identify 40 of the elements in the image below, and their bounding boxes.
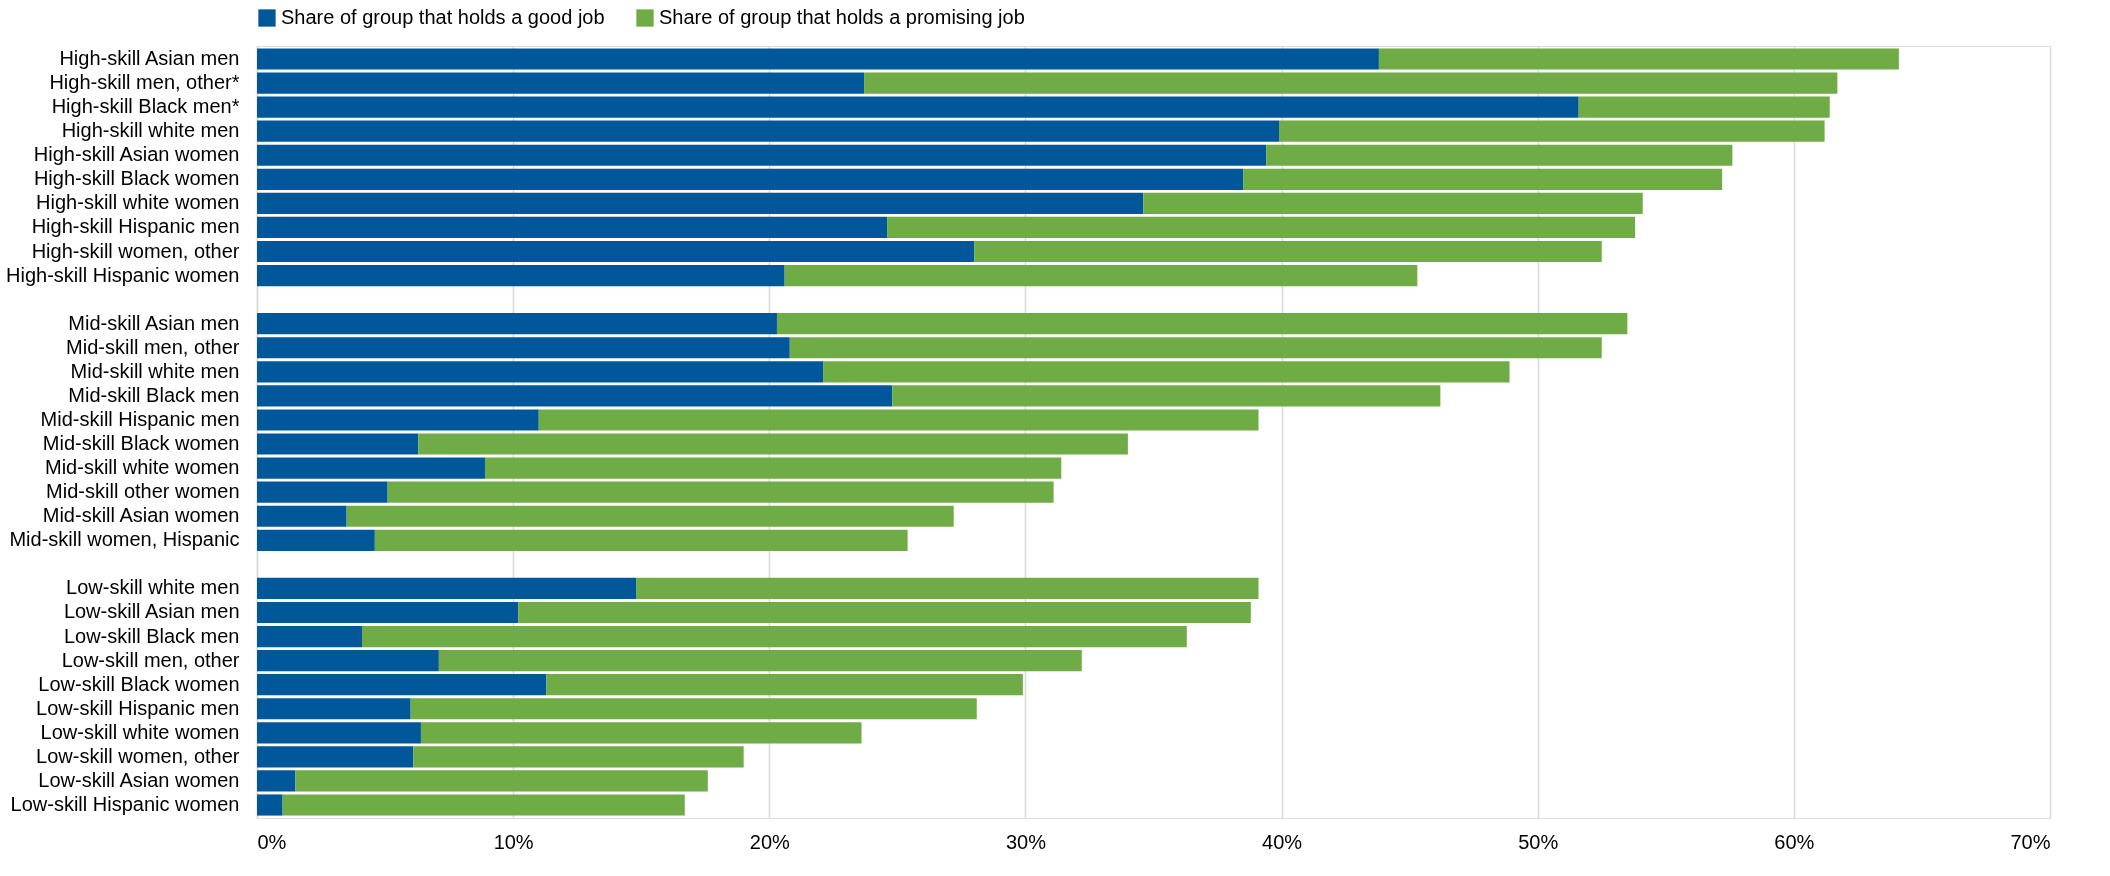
y-tick-label: Mid-skill women, Hispanic (9, 528, 240, 551)
y-tick-label: High-skill white men (61, 119, 240, 142)
y-tick-label: Low-skill Black women (38, 672, 240, 695)
y-tick-label: Low-skill Hispanic men (36, 696, 240, 719)
y-tick-label: Low-skill Hispanic women (10, 793, 240, 816)
y-tick-label: High-skill men, other* (49, 71, 240, 94)
y-tick-label: Mid-skill Asian women (42, 504, 240, 527)
x-tick-label: 0% (257, 830, 287, 853)
y-tick-label: High-skill Black women (33, 167, 240, 190)
y-tick-label: Low-skill white women (40, 720, 240, 743)
x-tick-label: 20% (749, 830, 791, 853)
legend-label: Share of group that holds a promising job (659, 6, 1025, 28)
y-tick-label: Mid-skill Asian men (68, 311, 240, 334)
y-tick-label: High-skill Asian men (59, 47, 240, 69)
y-tick-label: High-skill white women (36, 191, 240, 214)
y-tick-label: Mid-skill Black men (68, 383, 240, 406)
y-tick-label: Mid-skill men, other (66, 335, 240, 358)
x-tick-label: 60% (1774, 830, 1815, 853)
x-tick-label: 40% (1262, 830, 1303, 853)
y-tick-label: High-skill Asian women (33, 143, 240, 166)
y-tick-label: Low-skill men, other (61, 648, 240, 671)
y-tick-label: High-skill Hispanic men (31, 215, 240, 238)
x-tick-label: 70% (2010, 830, 2051, 853)
y-tick-label: Mid-skill white men (70, 359, 240, 382)
y-tick-label: Mid-skill Hispanic men (40, 407, 240, 430)
y-tick-label: Low-skill white men (66, 576, 240, 599)
y-tick-label: Mid-skill Black women (42, 432, 240, 455)
y-tick-label: Mid-skill white women (45, 456, 240, 479)
y-tick-label: Low-skill Black men (63, 624, 240, 647)
y-tick-label: High-skill Hispanic women (6, 263, 240, 286)
x-tick-label: 10% (493, 830, 534, 853)
legend-label: Share of group that holds a good job (281, 6, 605, 28)
y-tick-label: High-skill women, other (31, 239, 240, 262)
y-tick-label: Low-skill Asian women (38, 768, 240, 791)
y-tick-label: Low-skill Asian men (63, 600, 240, 623)
y-tick-label: Mid-skill other women (46, 480, 240, 503)
y-tick-label: High-skill Black men* (51, 95, 240, 118)
x-tick-label: 50% (1518, 830, 1559, 853)
y-tick-label: Low-skill women, other (36, 744, 240, 767)
x-tick-label: 30% (1005, 830, 1047, 853)
